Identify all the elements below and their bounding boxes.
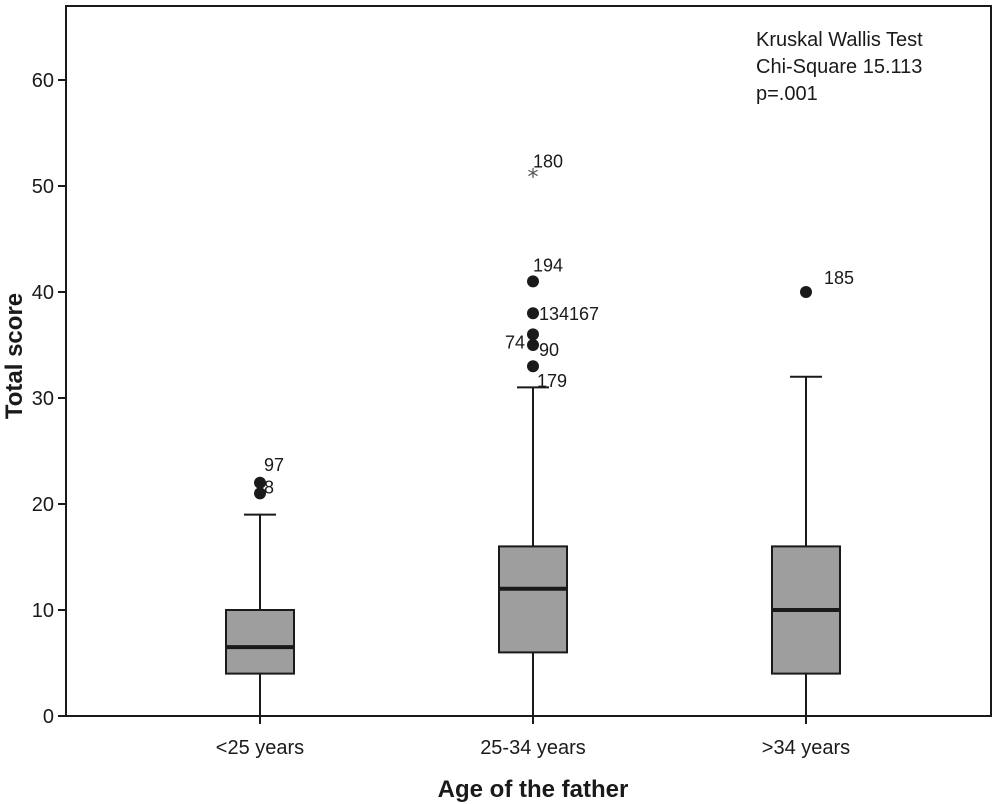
- outlier-label: 179: [537, 371, 567, 391]
- y-axis: 0 10 20 30 40 50 60: [32, 70, 66, 728]
- outlier-marker: [254, 476, 266, 489]
- extreme-outlier-marker: *: [528, 165, 539, 190]
- box-group: *180 194 134167 74 90 179: [498, 151, 599, 717]
- annotation-line: p=.001: [756, 83, 818, 105]
- outlier-label: 97: [264, 455, 284, 475]
- y-tick-label: 10: [32, 600, 54, 622]
- x-tick-label: >34 years: [762, 737, 850, 759]
- annotation-line: Kruskal Wallis Test: [756, 29, 923, 51]
- x-tick-label: <25 years: [216, 737, 304, 759]
- y-tick-label: 0: [43, 706, 54, 728]
- outlier-marker: [527, 339, 539, 351]
- annotation-line: Chi-Square 15.113: [756, 56, 922, 78]
- y-axis-title: Total score: [1, 293, 28, 419]
- outlier-label: 134167: [539, 304, 599, 324]
- x-axis-title: Age of the father: [438, 776, 629, 803]
- box-group: 978: [225, 455, 295, 717]
- iqr-box: [498, 545, 568, 654]
- iqr-box: [225, 609, 295, 675]
- outlier-marker: [800, 286, 812, 298]
- outlier-label: 180: [533, 151, 563, 171]
- y-tick-label: 40: [32, 282, 54, 304]
- box-group: 185: [771, 268, 854, 717]
- y-tick-label: 20: [32, 494, 54, 516]
- stat-annotation: Kruskal Wallis Test Chi-Square 15.113 p=.0…: [756, 29, 923, 105]
- outlier-marker: [527, 275, 539, 288]
- x-axis: <25 years 25-34 years >34 years: [216, 716, 850, 759]
- boxes: 978 *180 194 134167 74 90 179 185: [225, 151, 854, 717]
- outlier-label: 194: [533, 255, 563, 275]
- outlier-marker: [527, 328, 539, 341]
- y-tick-label: 50: [32, 176, 54, 198]
- y-tick-label: 60: [32, 70, 54, 92]
- x-tick-label: 25-34 years: [480, 737, 586, 759]
- outlier-label: 8: [264, 477, 274, 497]
- outlier-label: 74: [505, 332, 525, 352]
- outlier-label: 185: [824, 268, 854, 288]
- outlier-marker: [254, 487, 266, 500]
- outlier-label: 90: [539, 340, 559, 360]
- outlier-marker: [527, 307, 539, 320]
- y-tick-label: 30: [32, 388, 54, 410]
- outlier-marker: [527, 360, 539, 373]
